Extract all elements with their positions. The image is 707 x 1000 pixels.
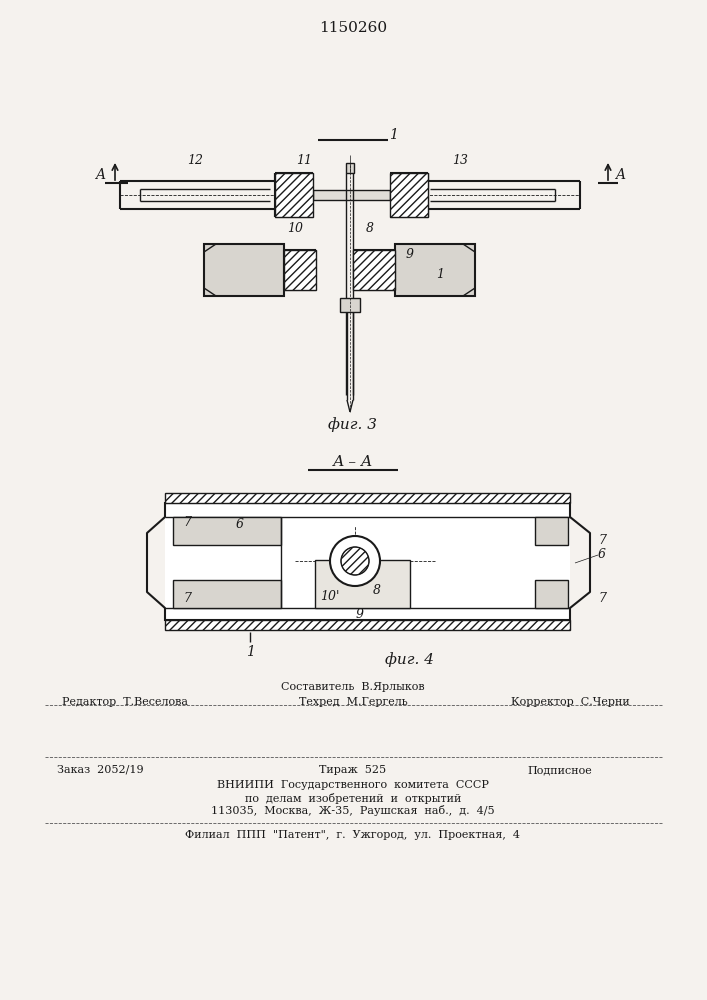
Bar [173, 580, 281, 608]
Text: 7: 7 [183, 591, 191, 604]
Circle shape [341, 547, 369, 575]
Bar [395, 244, 475, 296]
Circle shape [330, 536, 380, 586]
Bar [275, 173, 313, 217]
Text: Редактор  Т.Веселова: Редактор Т.Веселова [62, 697, 188, 707]
Text: 9: 9 [356, 607, 364, 620]
Bar [165, 493, 570, 503]
Text: ВНИИПИ  Государственного  комитета  СССР: ВНИИПИ Государственного комитета СССР [217, 780, 489, 790]
Text: 6: 6 [236, 518, 244, 532]
Bar [173, 517, 281, 545]
Text: A: A [95, 168, 105, 182]
Bar [165, 503, 570, 620]
Text: 13: 13 [452, 153, 468, 166]
Text: Корректор  С.Черни: Корректор С.Черни [510, 697, 629, 707]
Text: 12: 12 [187, 153, 203, 166]
Text: Составитель  В.Ярлыков: Составитель В.Ярлыков [281, 682, 425, 692]
Text: 6: 6 [598, 548, 606, 562]
Bar [284, 250, 316, 290]
Bar [353, 250, 395, 290]
Text: 1: 1 [389, 128, 397, 142]
Text: по  делам  изобретений  и  открытий: по делам изобретений и открытий [245, 792, 461, 804]
Text: 9: 9 [406, 248, 414, 261]
Text: 1150260: 1150260 [319, 21, 387, 35]
Bar [390, 173, 428, 217]
Text: 8: 8 [366, 222, 374, 234]
Text: 11: 11 [296, 153, 312, 166]
Text: 7: 7 [183, 516, 191, 530]
Bar [346, 163, 354, 173]
Text: 113035,  Москва,  Ж-35,  Раушская  наб.,  д.  4/5: 113035, Москва, Ж-35, Раушская наб., д. … [211, 806, 495, 816]
Text: A: A [615, 168, 625, 182]
Bar [535, 580, 568, 608]
Text: 8: 8 [373, 584, 381, 596]
Text: Филиал  ППП  "Патент",  г.  Ужгород,  ул.  Проектная,  4: Филиал ППП "Патент", г. Ужгород, ул. Про… [185, 830, 520, 840]
Text: 1: 1 [436, 268, 444, 282]
Text: фиг. 3: фиг. 3 [329, 418, 378, 432]
Text: 10': 10' [320, 590, 339, 603]
Text: Техред  М.Гергель: Техред М.Гергель [298, 697, 407, 707]
Bar [535, 517, 568, 545]
Text: А – А: А – А [333, 455, 373, 469]
Bar [340, 298, 360, 312]
Bar [204, 244, 284, 296]
Text: 7: 7 [598, 534, 606, 546]
Text: 1: 1 [245, 645, 255, 659]
Bar [165, 620, 570, 630]
Text: Тираж  525: Тираж 525 [320, 765, 387, 775]
Text: Заказ  2052/19: Заказ 2052/19 [57, 765, 144, 775]
Text: 10: 10 [287, 222, 303, 234]
Text: 7: 7 [598, 591, 606, 604]
Text: Подписное: Подписное [527, 765, 592, 775]
Bar [315, 560, 410, 608]
Bar [313, 190, 390, 200]
Text: фиг. 4: фиг. 4 [385, 653, 435, 667]
